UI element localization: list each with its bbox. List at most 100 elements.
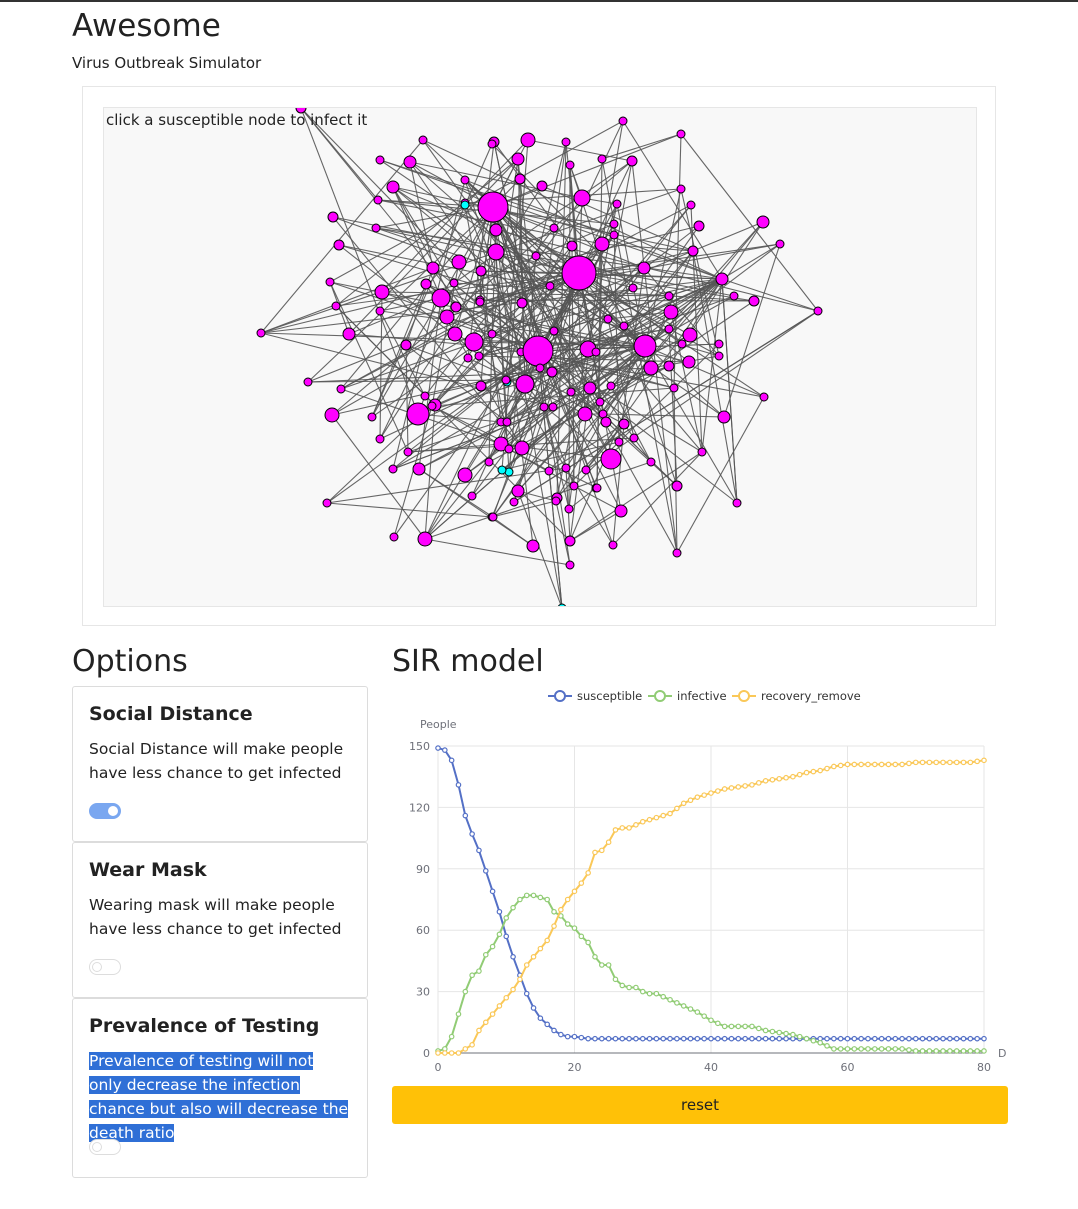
graph-node-susceptible[interactable] xyxy=(612,199,622,209)
data-point[interactable] xyxy=(585,1035,591,1042)
graph-node-susceptible[interactable] xyxy=(686,200,696,210)
data-point[interactable] xyxy=(919,759,926,766)
graph-node-recovered[interactable] xyxy=(557,603,567,607)
data-point[interactable] xyxy=(626,1035,632,1042)
graph-node-susceptible[interactable] xyxy=(516,297,528,309)
data-point[interactable] xyxy=(592,1035,598,1042)
data-point[interactable] xyxy=(633,984,639,991)
data-point[interactable] xyxy=(742,1023,748,1030)
graph-node-susceptible[interactable] xyxy=(449,278,459,288)
data-point[interactable] xyxy=(605,1035,612,1042)
graph-node-susceptible[interactable] xyxy=(322,498,332,508)
data-point[interactable] xyxy=(742,1035,748,1042)
data-point[interactable] xyxy=(953,759,960,766)
graph-node-susceptible[interactable] xyxy=(682,355,696,369)
data-point[interactable] xyxy=(592,849,598,856)
data-point[interactable] xyxy=(906,1047,912,1053)
data-point[interactable] xyxy=(578,880,585,886)
data-point[interactable] xyxy=(831,763,837,770)
graph-node-susceptible[interactable] xyxy=(748,295,760,307)
data-point[interactable] xyxy=(947,1035,953,1042)
graph-node-susceptible[interactable] xyxy=(714,339,724,349)
data-point[interactable] xyxy=(564,921,571,927)
data-point[interactable] xyxy=(660,993,667,1000)
data-point[interactable] xyxy=(646,816,653,823)
graph-node-susceptible[interactable] xyxy=(565,160,575,170)
graph-node-susceptible[interactable] xyxy=(457,467,473,483)
data-point[interactable] xyxy=(776,1029,783,1036)
data-point[interactable] xyxy=(701,1013,707,1019)
data-point[interactable] xyxy=(592,954,598,960)
graph-node-susceptible[interactable] xyxy=(609,230,619,240)
graph-node-susceptible[interactable] xyxy=(511,152,525,166)
data-point[interactable] xyxy=(933,1048,940,1054)
data-point[interactable] xyxy=(435,1050,441,1056)
data-point[interactable] xyxy=(455,1011,462,1017)
graph-node-susceptible[interactable] xyxy=(325,277,335,287)
graph-node-susceptible[interactable] xyxy=(717,410,731,424)
data-point[interactable] xyxy=(435,745,441,751)
graph-node-susceptible[interactable] xyxy=(663,304,679,320)
data-point[interactable] xyxy=(639,1035,646,1042)
graph-node-susceptible[interactable] xyxy=(295,108,307,114)
graph-node-susceptible[interactable] xyxy=(487,139,497,149)
data-point[interactable] xyxy=(578,1034,585,1041)
graph-node-susceptible[interactable] xyxy=(569,481,579,491)
graph-node-susceptible[interactable] xyxy=(597,154,607,164)
graph-node-susceptible[interactable] xyxy=(451,254,467,270)
graph-node-susceptible[interactable] xyxy=(386,180,400,194)
legend-item-susceptible[interactable]: susceptible xyxy=(548,689,642,703)
graph-node-susceptible[interactable] xyxy=(594,236,610,252)
graph-node-susceptible[interactable] xyxy=(333,239,345,251)
data-point[interactable] xyxy=(783,1035,789,1042)
data-point[interactable] xyxy=(571,925,578,931)
data-point[interactable] xyxy=(790,773,796,780)
data-point[interactable] xyxy=(899,1046,905,1052)
data-point[interactable] xyxy=(974,758,980,765)
graph-node-susceptible[interactable] xyxy=(729,291,739,301)
data-point[interactable] xyxy=(482,868,489,874)
graph-node-susceptible[interactable] xyxy=(682,327,698,343)
data-point[interactable] xyxy=(837,1046,844,1052)
data-point[interactable] xyxy=(906,760,912,767)
data-point[interactable] xyxy=(912,1048,919,1054)
data-point[interactable] xyxy=(551,923,557,929)
data-point[interactable] xyxy=(974,1048,980,1054)
data-point[interactable] xyxy=(796,771,803,778)
data-point[interactable] xyxy=(715,788,721,794)
graph-node-susceptible[interactable] xyxy=(626,155,638,167)
data-point[interactable] xyxy=(940,759,946,766)
data-point[interactable] xyxy=(906,1035,912,1042)
graph-node-susceptible[interactable] xyxy=(628,283,638,293)
graph-node-susceptible[interactable] xyxy=(535,363,545,373)
data-point[interactable] xyxy=(912,759,919,766)
data-point[interactable] xyxy=(585,870,591,876)
data-point[interactable] xyxy=(599,962,605,968)
data-point[interactable] xyxy=(844,1035,851,1042)
data-point[interactable] xyxy=(687,797,694,804)
graph-node-susceptible[interactable] xyxy=(561,255,597,291)
data-point[interactable] xyxy=(523,962,530,968)
data-point[interactable] xyxy=(510,954,516,960)
data-point[interactable] xyxy=(892,1035,899,1042)
data-point[interactable] xyxy=(981,1035,987,1042)
data-point[interactable] xyxy=(715,1035,721,1042)
data-point[interactable] xyxy=(708,1035,714,1042)
graph-node-susceptible[interactable] xyxy=(431,288,451,308)
reset-button[interactable]: reset xyxy=(392,1086,1008,1124)
testing-toggle[interactable] xyxy=(89,1139,121,1155)
data-point[interactable] xyxy=(489,888,496,895)
social-distance-toggle[interactable] xyxy=(89,803,121,819)
data-point[interactable] xyxy=(837,762,844,769)
graph-node-susceptible[interactable] xyxy=(375,155,385,165)
graph-node-susceptible[interactable] xyxy=(475,380,487,392)
data-point[interactable] xyxy=(871,761,878,768)
data-point[interactable] xyxy=(790,1031,796,1038)
graph-node-susceptible[interactable] xyxy=(566,387,576,397)
graph-node-susceptible[interactable] xyxy=(336,384,346,394)
graph-node-susceptible[interactable] xyxy=(514,173,526,185)
data-point[interactable] xyxy=(933,1035,940,1042)
data-point[interactable] xyxy=(865,761,871,768)
graph-node-susceptible[interactable] xyxy=(403,447,413,457)
data-point[interactable] xyxy=(708,1017,714,1024)
